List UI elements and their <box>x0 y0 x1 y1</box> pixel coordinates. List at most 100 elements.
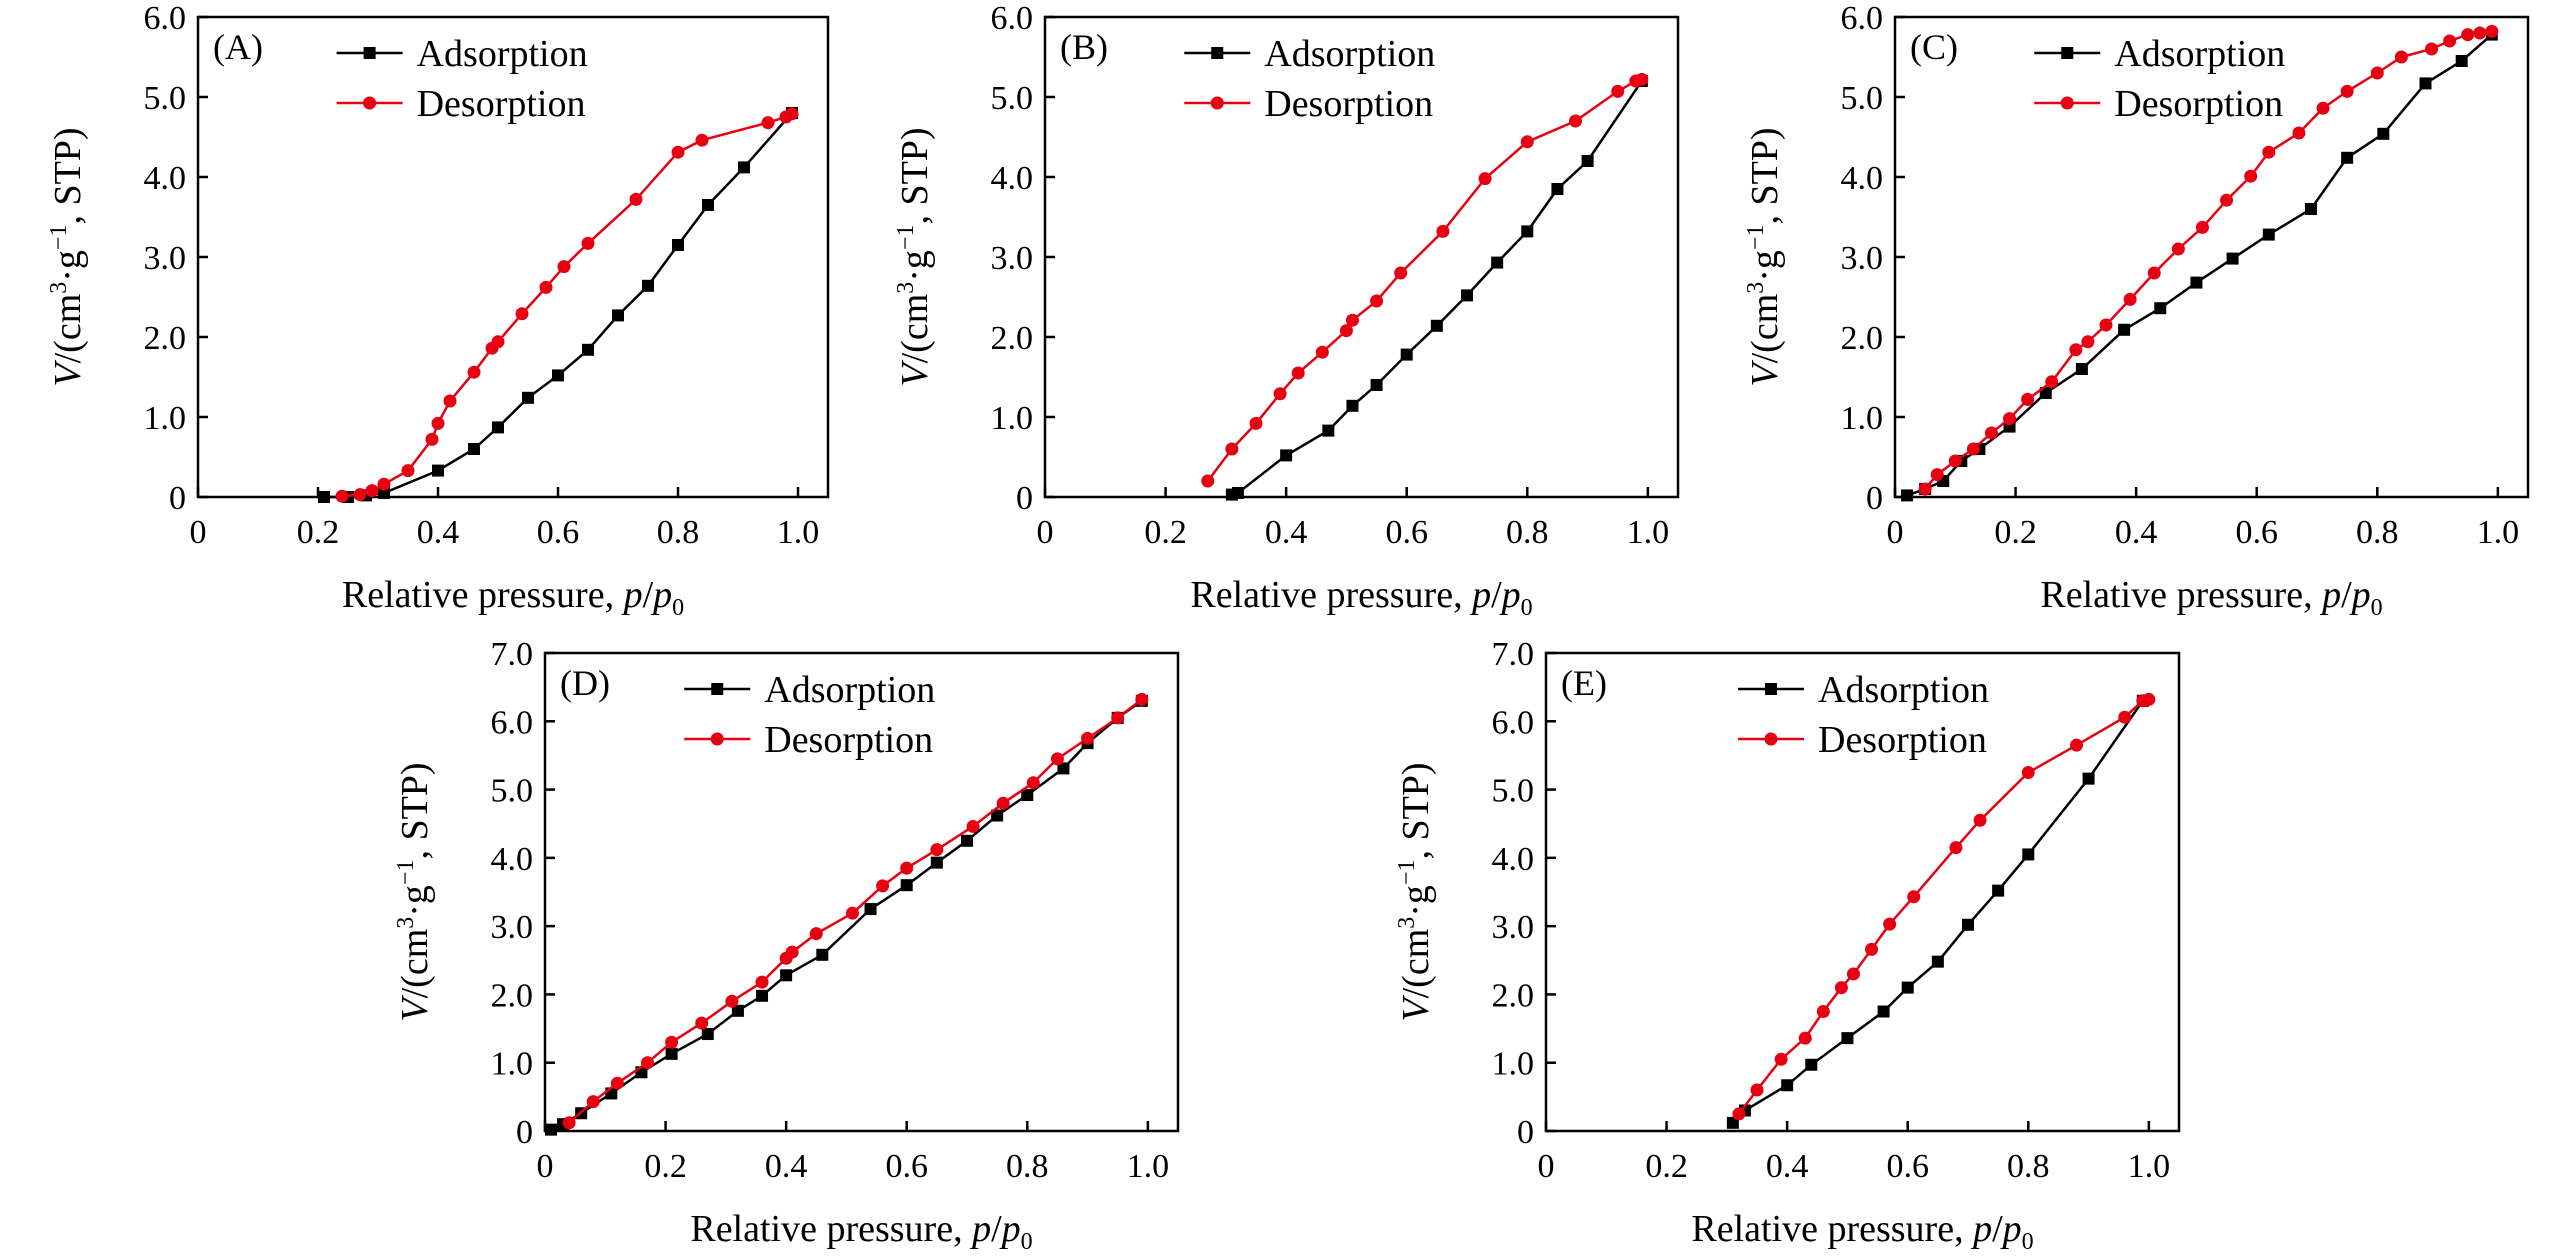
desorption-point <box>2147 266 2161 280</box>
adsorption-point <box>1901 981 1914 994</box>
desorption-point <box>1984 426 1998 440</box>
adsorption-point <box>2341 151 2354 164</box>
desorption-point <box>1918 482 1932 496</box>
desorption-point <box>1520 135 1534 149</box>
adsorption-point <box>665 1047 678 1060</box>
desorption-point <box>581 236 595 250</box>
adsorption-point <box>522 391 534 404</box>
adsorption-point <box>1841 1032 1854 1045</box>
panel-4: 0 0.2 0.4 0.6 0.8 1.0 0 1.0 2.0 3.0 4.0 5.0 6.0 7.0 (E… <box>1394 636 2181 1255</box>
y-tick-label: 1.0 <box>491 1046 534 1083</box>
desorption-point <box>2081 335 2095 349</box>
y-axis-title: V/(cm3·g−1, STP) <box>1394 762 1437 1021</box>
desorption-point <box>725 994 739 1008</box>
desorption-point <box>2021 392 2035 406</box>
adsorption-point <box>1370 379 1383 391</box>
desorption-point <box>401 464 415 478</box>
adsorption-point <box>1901 489 1914 502</box>
adsorption-point <box>1931 955 1944 968</box>
y-tick-label: 3.0 <box>991 240 1034 277</box>
x-tick-label: 1.0 <box>2128 1148 2171 1185</box>
x-tick-label: 0.8 <box>1506 514 1549 551</box>
x-axis-title: Relative pressure, p/p0 <box>1190 574 1532 621</box>
x-tick-label: 0 <box>1887 514 1904 551</box>
y-axis-title: V/(cm3·g−1, STP) <box>893 127 936 386</box>
series-desorption-line <box>1737 698 2150 1115</box>
desorption-point <box>1816 1005 1830 1018</box>
desorption-point <box>755 975 769 989</box>
desorption-point <box>2370 66 2384 80</box>
series-adsorption-line <box>324 112 793 499</box>
adsorption-point <box>2304 203 2317 215</box>
adsorption-point <box>2022 848 2035 861</box>
desorption-point <box>586 1095 600 1109</box>
x-tick-label: 1.0 <box>2477 514 2520 551</box>
adsorption-point <box>756 989 769 1002</box>
desorption-point <box>491 335 505 349</box>
adsorption-point <box>1491 256 1504 269</box>
desorption-point <box>2069 343 2083 357</box>
y-tick-label: 5.0 <box>991 80 1034 117</box>
desorption-point <box>671 145 685 159</box>
desorption-point <box>2003 412 2017 426</box>
desorption-point <box>1315 345 1329 359</box>
y-tick-label: 3.0 <box>1492 909 1535 946</box>
adsorption-point <box>1231 487 1244 499</box>
desorption-point <box>1111 711 1125 725</box>
desorption-point <box>785 107 799 121</box>
desorption-point <box>809 927 823 941</box>
desorption-point <box>1370 294 1384 308</box>
legend-adsorption-marker <box>1765 683 1777 695</box>
panel-label: (A) <box>213 27 263 67</box>
x-tick-label: 1.0 <box>1627 514 1670 551</box>
desorption-point <box>845 906 859 920</box>
desorption-point <box>1569 114 1583 128</box>
desorption-point <box>443 394 457 408</box>
legend-adsorption-marker <box>1211 47 1224 59</box>
desorption-point <box>1732 1107 1746 1121</box>
desorption-point <box>1339 324 1353 338</box>
desorption-point <box>2021 766 2035 779</box>
y-tick-label: 3.0 <box>1841 240 1884 277</box>
desorption-point <box>2262 145 2276 159</box>
x-tick-label: 0 <box>537 1148 554 1185</box>
adsorption-point <box>2226 252 2239 265</box>
x-tick-label: 0.2 <box>1994 514 2037 551</box>
adsorption-point <box>1057 762 1070 775</box>
legend-desorption-marker <box>363 96 377 110</box>
x-tick-label: 0.8 <box>657 514 700 551</box>
adsorption-point <box>2455 55 2468 67</box>
desorption-point <box>966 819 980 833</box>
desorption-point <box>900 861 914 875</box>
x-tick-label: 0.8 <box>2356 514 2399 551</box>
x-axis-title: Relative pressure, p/p0 <box>2040 574 2382 621</box>
series-desorption-line <box>1206 78 1643 482</box>
y-tick-label: 0 <box>516 1114 533 1151</box>
desorption-point <box>2316 101 2330 115</box>
x-axis-title: Relative pressure, p/p0 <box>1691 1208 2033 1255</box>
desorption-point <box>1345 313 1359 327</box>
desorption-point <box>2123 292 2137 306</box>
adsorption-point <box>1461 289 1473 302</box>
x-tick-label: 0.4 <box>417 514 460 551</box>
plot-frame <box>543 651 1180 1133</box>
desorption-point <box>2045 375 2059 389</box>
desorption-point <box>1930 468 1944 482</box>
desorption-point <box>365 484 379 498</box>
series-adsorption-line <box>1231 80 1643 496</box>
adsorption-point <box>991 809 1004 822</box>
adsorption-point <box>612 309 624 322</box>
adsorption-point <box>1962 918 1974 931</box>
adsorption-point <box>1021 789 1034 802</box>
desorption-point <box>2099 318 2113 332</box>
desorption-point <box>2473 26 2487 40</box>
adsorption-point <box>1346 399 1359 412</box>
adsorption-point <box>378 487 390 499</box>
panel-0: 0 0.2 0.4 0.6 0.8 1.0 0 1.0 2.0 3.0 4.0 5.0 6.0 (A) Ad… <box>46 0 830 621</box>
y-tick-label: 6.0 <box>1841 0 1884 37</box>
adsorption-point <box>2262 228 2275 241</box>
desorption-point <box>425 432 439 446</box>
panel-label: (D) <box>560 663 610 703</box>
x-tick-label: 0.4 <box>2115 514 2158 551</box>
x-tick-label: 0 <box>1037 514 1054 551</box>
